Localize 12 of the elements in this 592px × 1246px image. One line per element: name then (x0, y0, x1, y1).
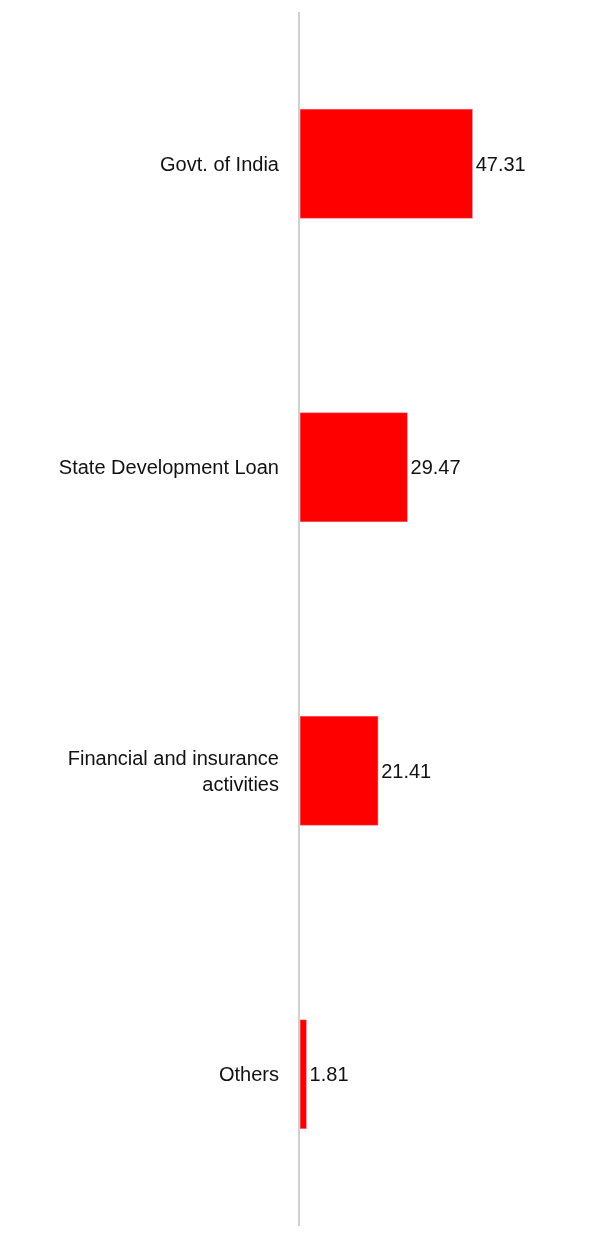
bar (300, 412, 408, 523)
bar (300, 108, 473, 219)
data-label: 21.41 (381, 759, 432, 782)
data-label: 1.81 (309, 1063, 349, 1086)
bar (300, 715, 379, 826)
data-label: 29.47 (410, 456, 461, 479)
y-tick-label: Financial and insurance activities (67, 746, 279, 795)
y-tick-label: State Development Loan (58, 456, 279, 479)
y-tick-label: Others (218, 1063, 279, 1086)
y-tick-label: Govt. of India (160, 152, 280, 175)
bar (300, 1019, 307, 1130)
data-label: 47.31 (475, 152, 526, 175)
